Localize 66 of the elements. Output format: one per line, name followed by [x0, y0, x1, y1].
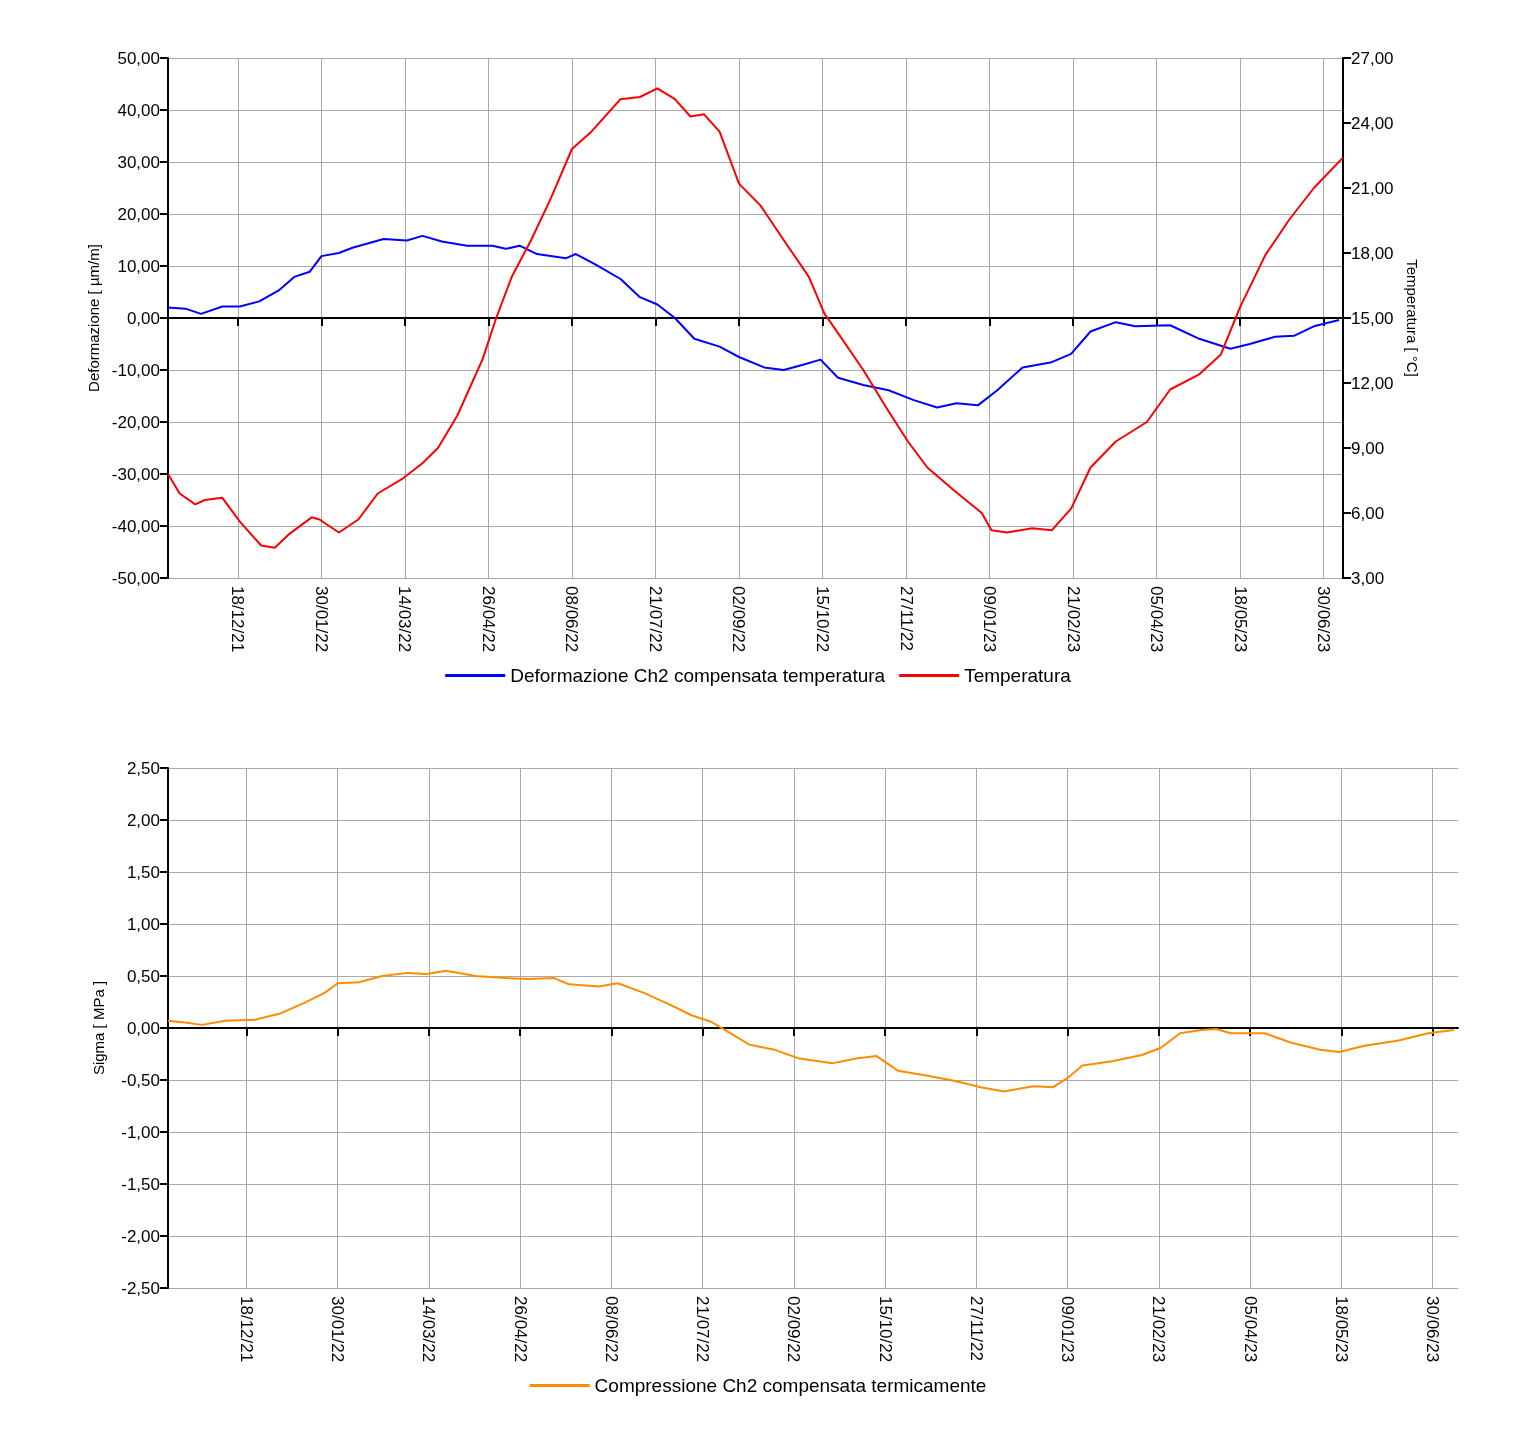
y2-tick-label: 3,00: [1351, 568, 1385, 588]
y-tick-label: -10,00: [111, 360, 160, 380]
y-tick-label: 2,00: [126, 810, 160, 830]
y-tick-label: 10,00: [117, 256, 160, 276]
y2-tick-label: 27,00: [1351, 48, 1394, 68]
x-tick-label: 02/09/22: [729, 586, 749, 653]
x-tick-label: 26/04/22: [510, 1296, 530, 1363]
legend-label: Compressione Ch2 compensata termicamente: [594, 1375, 987, 1396]
x-tick-label: 08/06/22: [601, 1296, 621, 1363]
y2-tick-label: 9,00: [1351, 438, 1385, 458]
y-tick-label: -0,50: [121, 1070, 160, 1090]
y-tick-label: 0,50: [126, 966, 160, 986]
x-tick-label: 18/12/21: [228, 586, 248, 653]
y-tick-label: 1,50: [126, 862, 160, 882]
y-tick-label: 40,00: [117, 100, 160, 120]
y-tick-label: 30,00: [117, 152, 160, 172]
y-tick-label: -50,00: [111, 568, 160, 588]
y2-tick-label: 12,00: [1351, 373, 1394, 393]
x-tick-label: 21/07/22: [645, 586, 665, 653]
x-tick-label: 18/05/23: [1230, 586, 1250, 653]
x-tick-label: 05/04/23: [1147, 586, 1167, 653]
y-tick-label: 50,00: [117, 48, 160, 68]
y-tick-label: 1,00: [126, 914, 160, 934]
x-tick-label: 18/12/21: [237, 1296, 256, 1363]
x-tick-label: 09/01/23: [1058, 1296, 1078, 1363]
x-tick-label: 30/06/23: [1314, 586, 1334, 653]
x-tick-label: 15/10/22: [813, 586, 832, 653]
y-tick-label: 20,00: [117, 204, 160, 224]
y2-tick-label: 21,00: [1351, 178, 1394, 198]
y-tick-label: -20,00: [111, 412, 160, 432]
legend-label: Deformazione Ch2 compensata temperatura: [510, 665, 886, 686]
x-tick-label: 27/11/22: [966, 1296, 986, 1361]
line-series: [167, 969, 1455, 1093]
x-tick-label: 27/11/22: [896, 586, 916, 651]
x-tick-label: 02/09/22: [784, 1296, 804, 1363]
y-tick-label: 0,00: [126, 308, 160, 328]
y-tick-label: -2,50: [121, 1278, 160, 1298]
x-tick-label: 30/01/22: [328, 1296, 348, 1363]
y2-tick-label: 15,00: [1351, 308, 1394, 328]
y-axis-title: Deformazione [ µm/m]: [84, 244, 102, 392]
y2-tick-label: 18,00: [1351, 243, 1394, 263]
x-tick-label: 18/05/23: [1331, 1296, 1351, 1363]
x-tick-label: 15/10/22: [875, 1296, 895, 1363]
y-tick-label: 2,50: [126, 758, 160, 778]
x-tick-label: 08/06/22: [562, 586, 582, 653]
x-tick-label: 21/07/22: [693, 1296, 713, 1363]
x-tick-label: 26/04/22: [478, 586, 498, 653]
x-tick-label: 30/06/23: [1423, 1296, 1443, 1363]
y-tick-label: -2,00: [121, 1226, 160, 1246]
x-tick-label: 21/02/23: [1063, 586, 1083, 653]
y2-tick-label: 6,00: [1351, 503, 1385, 523]
x-tick-label: 09/01/23: [980, 586, 1000, 653]
x-tick-label: 14/03/22: [395, 586, 415, 653]
y-tick-label: -1,00: [121, 1122, 160, 1142]
y-axis-title: Sigma [ MPa ]: [90, 980, 107, 1076]
y2-axis-title: Temperatura [ °C]: [1404, 259, 1421, 377]
x-tick-label: 30/01/22: [311, 586, 331, 653]
legend-label: Temperatura: [964, 665, 1072, 686]
y-tick-label: 0,00: [126, 1018, 160, 1038]
x-tick-label: 21/02/23: [1149, 1296, 1169, 1363]
x-tick-label: 14/03/22: [419, 1296, 439, 1363]
y-tick-label: -30,00: [111, 464, 160, 484]
y-tick-label: -1,50: [121, 1174, 160, 1194]
x-tick-label: 05/04/23: [1240, 1296, 1260, 1363]
y-tick-label: -40,00: [111, 516, 160, 536]
y2-tick-label: 24,00: [1351, 113, 1394, 133]
